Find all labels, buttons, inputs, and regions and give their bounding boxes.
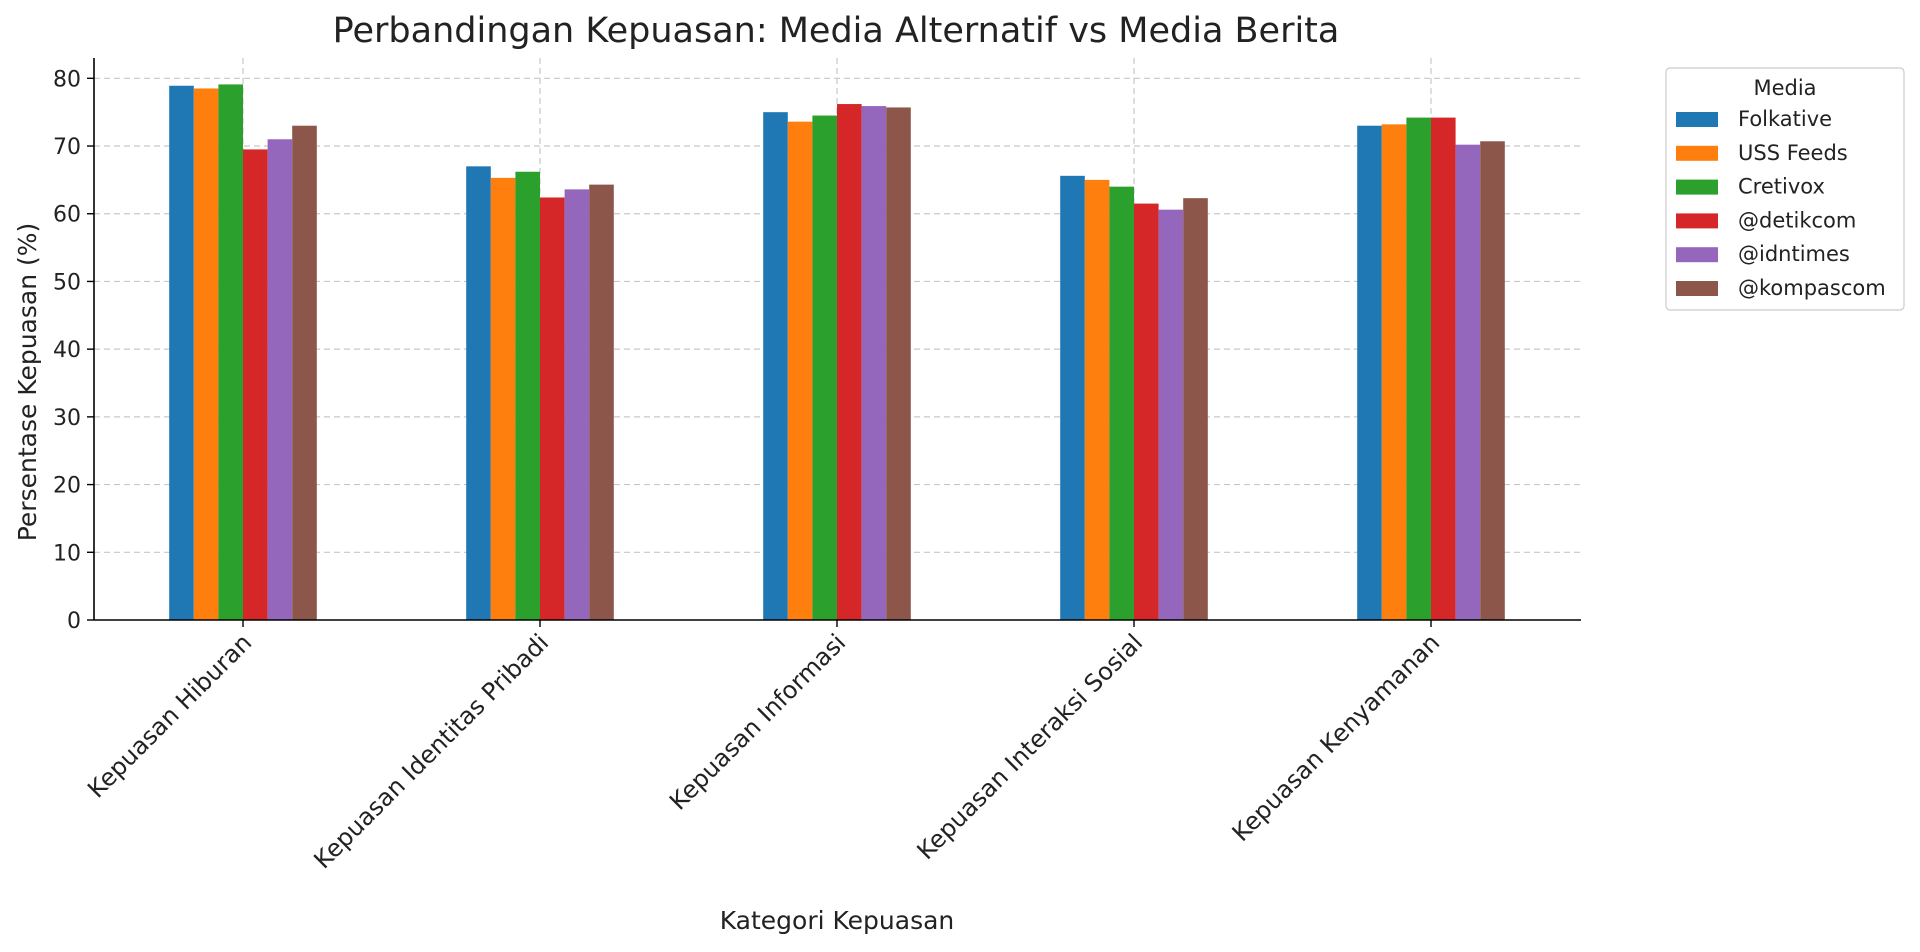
bar-folkative-4: [1060, 175, 1085, 620]
y-tick-label: 50: [53, 270, 81, 295]
bar-folkative-5: [1357, 125, 1382, 621]
x-category-label: Kepuasan Identitas Pribadi: [308, 628, 554, 874]
y-axis-title: Persentase Kepuasan (%): [13, 223, 42, 542]
legend-swatch: [1676, 112, 1718, 127]
legend-label: Cretivox: [1738, 175, 1825, 199]
bars: [169, 84, 1505, 621]
legend-swatch: [1676, 281, 1718, 296]
bar-idntimes-2: [564, 189, 590, 621]
bar-idntimes-3: [861, 106, 887, 620]
bar-uss-feeds-4: [1084, 179, 1110, 620]
legend-swatch: [1676, 213, 1718, 229]
x-category-label: Kepuasan Kenyamanan: [1227, 628, 1446, 847]
bar-cretivox-5: [1406, 117, 1431, 620]
legend-label: USS Feeds: [1738, 141, 1848, 165]
legend-swatch: [1676, 247, 1718, 263]
bar-kompascom-5: [1480, 141, 1505, 620]
legend-label: @idntimes: [1738, 242, 1850, 266]
y-tick-label: 40: [53, 338, 81, 363]
x-category-label: Kepuasan Interaksi Sosial: [912, 628, 1149, 865]
y-tick-label: 60: [53, 203, 81, 228]
y-tick-label: 10: [53, 541, 81, 566]
y-tick-label: 80: [53, 67, 81, 92]
legend-swatch: [1676, 145, 1718, 161]
legend-label: @detikcom: [1738, 208, 1856, 232]
bar-kompascom-2: [589, 184, 614, 620]
legend-label: Folkative: [1738, 107, 1832, 131]
y-tick-label: 70: [53, 135, 81, 160]
bar-uss-feeds-5: [1381, 124, 1407, 621]
bar-detikcom-4: [1134, 203, 1159, 620]
bar-cretivox-2: [515, 171, 540, 620]
bar-detikcom-5: [1431, 117, 1456, 620]
axes: [93, 58, 1581, 627]
legend: Media Folkative USS Feeds Cretivox @detikco…: [1665, 67, 1905, 311]
y-tick-label: 20: [53, 474, 81, 499]
chart-title: Perbandingan Kepuasan: Media Alternatif …: [333, 11, 1340, 51]
bar-uss-feeds-1: [193, 88, 219, 621]
bar-folkative-3: [763, 112, 788, 621]
bar-detikcom-3: [837, 104, 862, 621]
bar-folkative-2: [466, 166, 491, 620]
y-ticks: 0 10 20 30 40 50 60 70 80: [53, 67, 94, 634]
bar-folkative-1: [169, 85, 194, 620]
bar-uss-feeds-3: [787, 121, 813, 621]
bar-idntimes-1: [267, 139, 293, 620]
legend-title: Media: [1753, 76, 1816, 100]
legend-frame: [1665, 67, 1905, 311]
bar-detikcom-2: [540, 197, 565, 621]
bar-cretivox-3: [812, 115, 837, 621]
bar-cretivox-4: [1109, 186, 1134, 620]
y-tick-label: 30: [53, 406, 81, 431]
bar-kompascom-4: [1183, 198, 1208, 620]
x-category-labels: Kepuasan Hiburan Kepuasan Identitas Priba…: [82, 628, 1445, 874]
x-category-label: Kepuasan Hiburan: [82, 628, 257, 803]
bar-kompascom-3: [886, 107, 911, 621]
x-category-label: Kepuasan Informasi: [664, 628, 851, 815]
bar-cretivox-1: [218, 84, 243, 620]
y-tick-label: 0: [67, 609, 81, 634]
legend-swatch: [1676, 179, 1718, 195]
bar-kompascom-1: [292, 125, 317, 621]
bar-idntimes-5: [1455, 144, 1481, 621]
bar-uss-feeds-2: [490, 177, 516, 620]
legend-label: @kompascom: [1738, 276, 1886, 300]
x-axis-title: Kategori Kepuasan: [720, 906, 955, 935]
bar-detikcom-1: [243, 149, 268, 620]
bar-idntimes-4: [1158, 209, 1184, 621]
